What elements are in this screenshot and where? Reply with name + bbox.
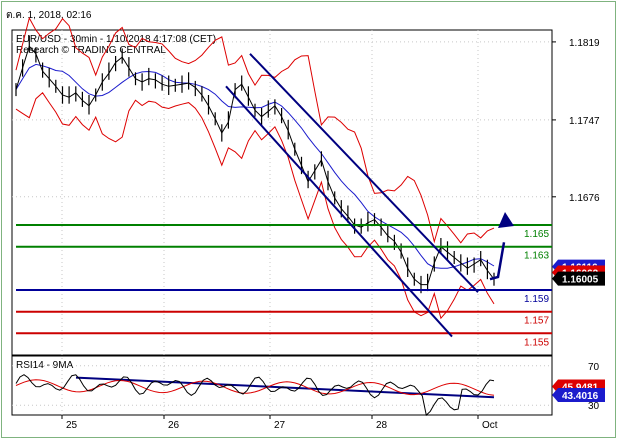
y-tick-label: 1.1819 — [569, 38, 600, 49]
y-tick-label: 1.1747 — [569, 116, 600, 127]
level-label: 1.157 — [524, 316, 549, 327]
rsi-line — [15, 374, 495, 417]
rsi-y-tick-label: 70 — [588, 362, 600, 373]
price-box-current — [552, 271, 605, 286]
price-line — [15, 45, 495, 286]
chart-subtitle: Research © TRADING CENTRAL — [16, 45, 166, 56]
x-tick-label: Oct — [482, 420, 498, 431]
price-box-label: 1.16005 — [562, 275, 599, 286]
timestamp: ต.ค. 1, 2018, 02:16 — [6, 10, 92, 21]
y-tick-label: 1.1676 — [569, 193, 600, 204]
rsi-value-box — [552, 388, 605, 402]
rsi-y-tick-label: 30 — [588, 401, 600, 412]
x-tick-label: 27 — [274, 420, 286, 431]
channel-upper-line — [249, 53, 479, 293]
level-label: 1.155 — [524, 337, 549, 348]
level-label: 1.159 — [524, 294, 549, 305]
bollinger-upper-line — [15, 16, 495, 244]
forecast-arrow-line — [489, 242, 506, 281]
x-tick-label: 28 — [376, 420, 388, 431]
level-label: 1.165 — [524, 229, 549, 240]
rsi-value-label: 43.4016 — [562, 391, 599, 402]
forecast-arrow-head — [498, 212, 514, 228]
x-tick-label: 26 — [168, 420, 180, 431]
price-panel — [11, 29, 553, 356]
x-tick-label: 25 — [66, 420, 78, 431]
rsi-panel — [11, 355, 553, 416]
channel-lower-line — [225, 85, 453, 338]
level-label: 1.163 — [524, 251, 549, 262]
chart-title: EUR/USD - 30min - 1/10/2018 4:17:08 (CET… — [16, 34, 216, 45]
